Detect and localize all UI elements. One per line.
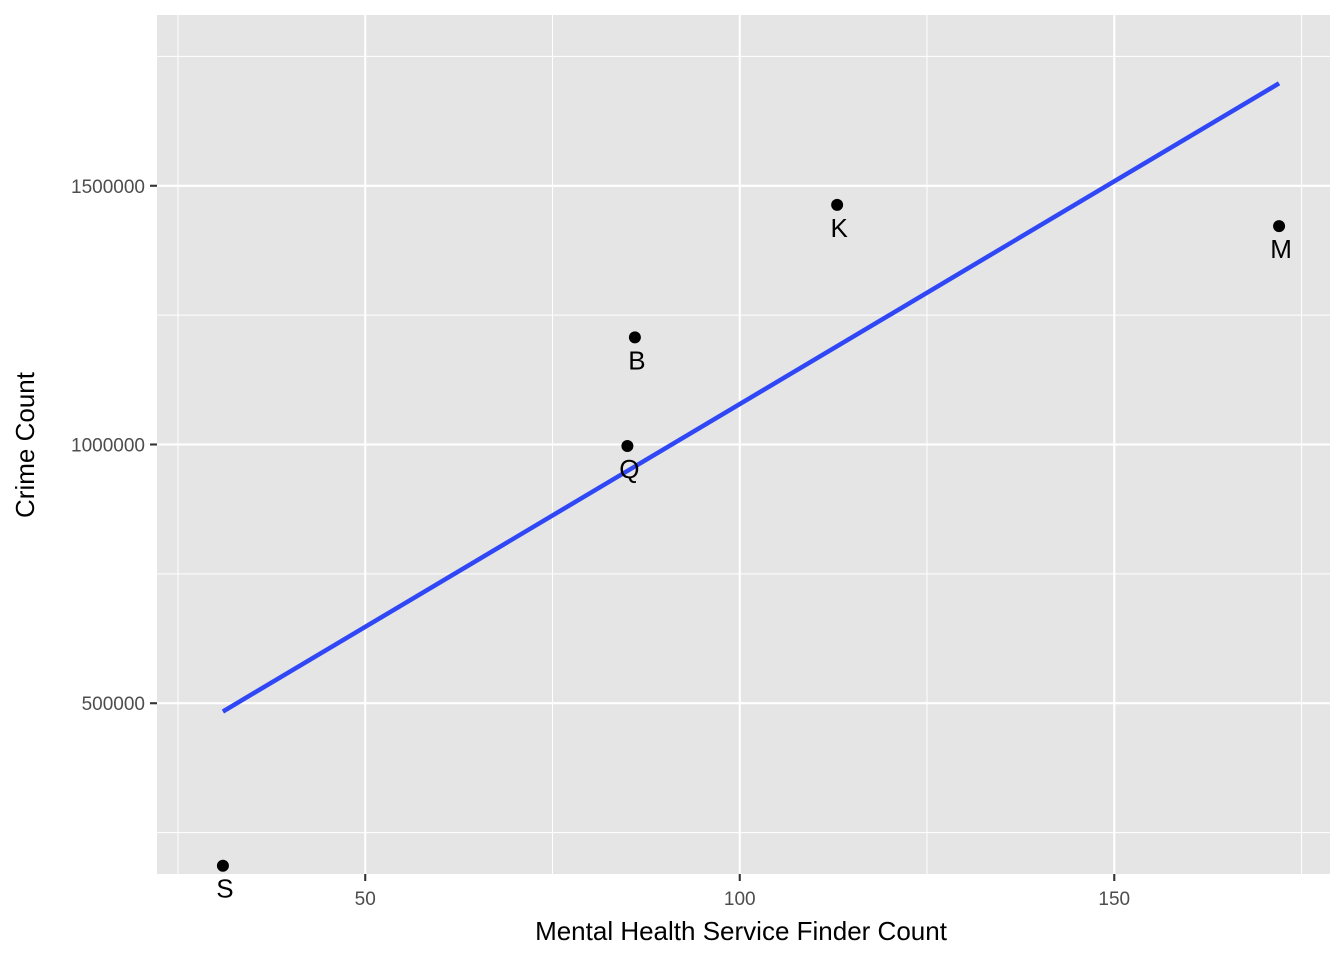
y-tick-label: 1500000 xyxy=(71,177,145,198)
point-labels-layer: S Q B K M xyxy=(216,213,1292,904)
y-axis: 500000 1000000 1500000 xyxy=(71,177,157,715)
regression-line xyxy=(221,81,1281,714)
data-point-q xyxy=(621,440,634,453)
data-points-layer xyxy=(216,198,1286,872)
point-label-b: B xyxy=(628,345,645,375)
point-label-q: Q xyxy=(619,454,639,484)
data-point-b xyxy=(628,331,641,344)
regression-line-layer xyxy=(221,81,1281,714)
x-tick-label: 50 xyxy=(355,889,376,910)
point-label-m: M xyxy=(1270,234,1292,264)
x-axis: 50 100 150 xyxy=(355,874,1130,910)
point-label-k: K xyxy=(830,213,848,243)
data-point-m xyxy=(1273,220,1286,233)
data-point-k xyxy=(831,198,844,211)
y-axis-title: Crime Count xyxy=(10,371,40,518)
point-label-s: S xyxy=(216,874,233,904)
y-tick-label: 1000000 xyxy=(71,436,145,457)
x-tick-label: 100 xyxy=(724,889,756,910)
data-point-s xyxy=(216,859,229,872)
x-axis-title: Mental Health Service Finder Count xyxy=(535,916,948,946)
y-tick-label: 500000 xyxy=(82,694,145,715)
major-gridlines xyxy=(157,15,1330,874)
x-tick-label: 150 xyxy=(1098,889,1130,910)
